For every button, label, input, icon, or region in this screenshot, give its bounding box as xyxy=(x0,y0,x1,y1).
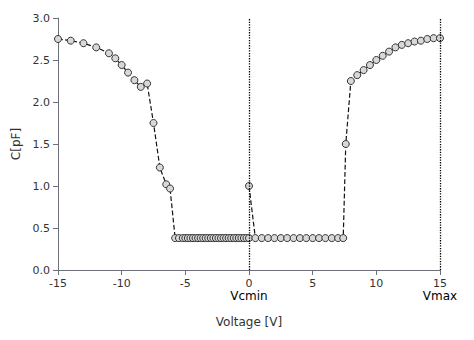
svg-text:0.0: 0.0 xyxy=(33,264,51,277)
svg-text:Voltage [V]: Voltage [V] xyxy=(216,315,282,329)
svg-text:-5: -5 xyxy=(180,277,191,290)
svg-text:1.0: 1.0 xyxy=(33,180,51,193)
svg-text:3.0: 3.0 xyxy=(33,12,51,25)
svg-text:C[pF]: C[pF] xyxy=(9,128,23,160)
svg-text:5: 5 xyxy=(309,277,316,290)
svg-text:0: 0 xyxy=(245,277,253,290)
svg-text:0.5: 0.5 xyxy=(33,222,51,235)
svg-text:1.5: 1.5 xyxy=(33,138,51,151)
svg-text:Vmax: Vmax xyxy=(423,289,457,303)
svg-text:Vcmin: Vcmin xyxy=(230,289,267,303)
svg-text:-15: -15 xyxy=(49,277,67,290)
svg-text:15: 15 xyxy=(433,277,447,290)
svg-text:-10: -10 xyxy=(113,277,131,290)
svg-text:2.5: 2.5 xyxy=(33,54,51,67)
svg-text:10: 10 xyxy=(369,277,383,290)
svg-text:2.0: 2.0 xyxy=(33,96,51,109)
